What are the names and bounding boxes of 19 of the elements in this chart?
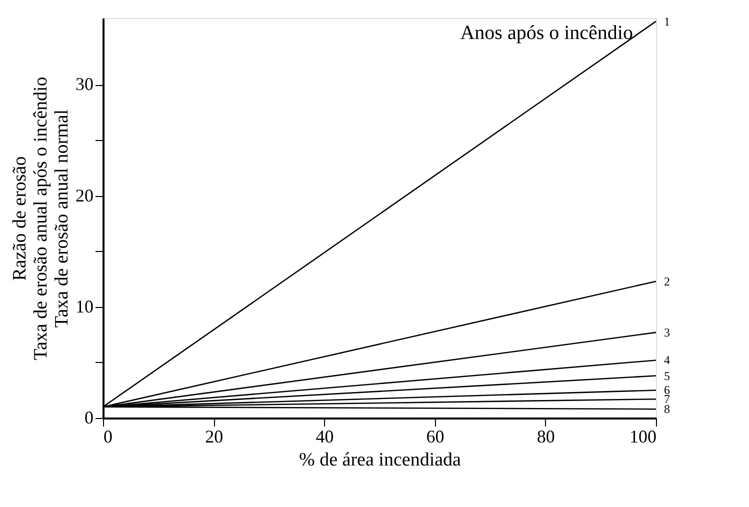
series-label: 3 <box>664 325 670 340</box>
series-label: 1 <box>664 14 670 28</box>
series-label: 4 <box>664 353 670 368</box>
x-tick-label: 0 <box>104 426 112 446</box>
series-label: 5 <box>664 368 670 383</box>
series-label: 2 <box>664 274 670 288</box>
x-tick-label: 20 <box>205 426 224 446</box>
y-tick-label: 20 <box>76 185 94 206</box>
series-label: 8 <box>664 402 670 416</box>
y-tick-label: 10 <box>76 296 94 316</box>
x-tick-label: 100 <box>630 426 656 446</box>
legend-title: Anos após o incêndio <box>460 22 633 44</box>
y-tick-label: 30 <box>76 74 94 94</box>
x-tick-label: 40 <box>316 426 334 446</box>
x-tick-label: 60 <box>426 426 444 446</box>
x-axis-title: % de área incendiada <box>299 450 462 470</box>
x-tick-label: 80 <box>536 426 555 446</box>
y-axis-title: Razão de erosão Taxa de erosão anual após o incêndio Taxa de erosão anual normal <box>10 76 72 360</box>
y-tick-label: 0 <box>84 408 94 428</box>
